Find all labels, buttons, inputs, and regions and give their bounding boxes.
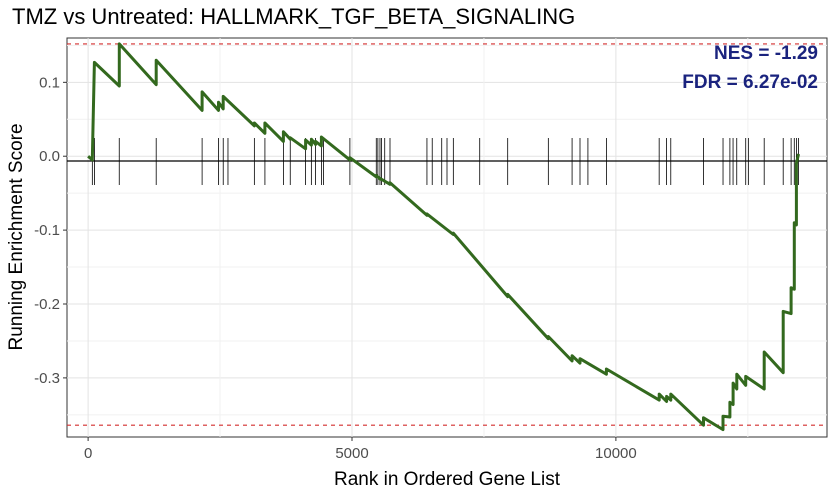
- y-tick-label: 0.0: [39, 148, 60, 165]
- plot-panel: [66, 37, 828, 438]
- x-axis-title: Rank in Ordered Gene List: [334, 469, 561, 490]
- series-line: [87, 42, 800, 432]
- x-tick-label: 0: [84, 445, 92, 462]
- y-tick-label: -0.3: [34, 370, 60, 387]
- x-tick-label: 10000: [595, 445, 637, 462]
- x-tick-label: 5000: [335, 445, 368, 462]
- y-tick-label: 0.1: [39, 74, 60, 91]
- y-tick-label: -0.1: [34, 222, 60, 239]
- enrichment-curve: [87, 42, 800, 432]
- chart-title: TMZ vs Untreated: HALLMARK_TGF_BETA_SIGN…: [12, 4, 575, 29]
- x-axis: 0 5000 10000: [84, 437, 637, 462]
- y-axis: 0.1 0.0 -0.1 -0.2 -0.3: [34, 74, 67, 387]
- fdr-label: FDR = 6.27e-02: [682, 72, 818, 93]
- y-axis-title: Running Enrichment Score: [6, 123, 27, 350]
- grid-lines: [67, 38, 827, 437]
- nes-label: NES = -1.29: [714, 43, 818, 64]
- reference-lines: [67, 43, 827, 426]
- y-tick-label: -0.2: [34, 296, 60, 313]
